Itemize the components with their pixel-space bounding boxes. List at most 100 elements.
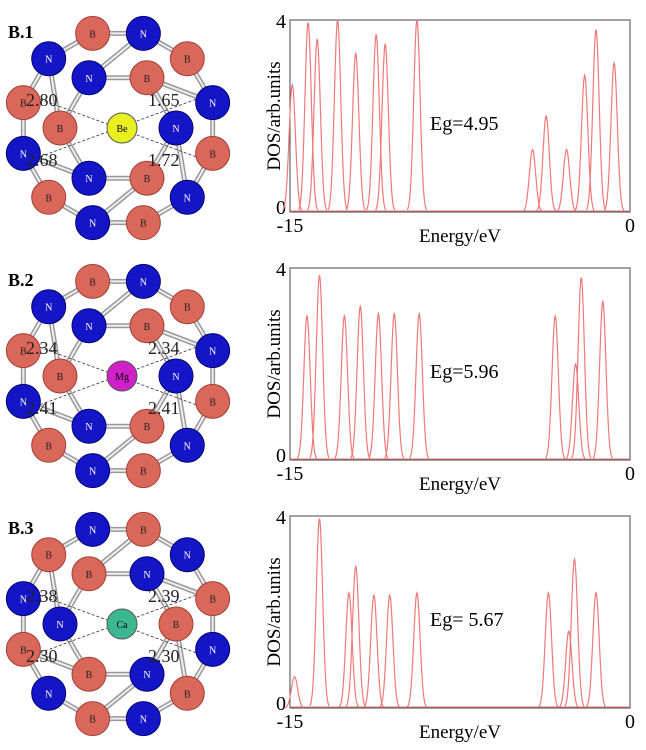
atom-label: N	[85, 74, 92, 85]
atom-label: N	[45, 55, 52, 66]
dos-peak	[546, 316, 565, 458]
atom-label: N	[172, 372, 179, 383]
center-atom-label: Be	[116, 124, 128, 135]
x-axis-label: Energy/eV	[419, 226, 501, 247]
dos-peak	[539, 593, 558, 707]
figure: B.1NBNBNBNBNBNBBNBNBNBe2.801.652.681.72B…	[0, 0, 646, 745]
distance-label: 2.80	[26, 90, 58, 110]
x-axis-label: Energy/eV	[419, 474, 501, 495]
x-tick-label: -15	[277, 463, 304, 485]
atom-label: B	[86, 670, 93, 681]
distance-label: 2.39	[148, 586, 180, 606]
dos-peak	[537, 116, 556, 211]
atom-label: N	[85, 422, 92, 433]
atom-label: B	[45, 551, 52, 562]
atom-label: N	[140, 29, 147, 40]
panel-label: B.1	[8, 22, 34, 42]
atom-label: N	[209, 645, 216, 656]
atom-label: N	[89, 525, 96, 536]
atom-label: B	[209, 595, 216, 606]
atom-label: B	[144, 322, 151, 333]
atom-label: N	[184, 441, 191, 452]
x-axis-label: Energy/eV	[419, 722, 501, 743]
atom-label: B	[144, 74, 151, 85]
dos-peak	[367, 34, 386, 210]
distance-label: 2.30	[148, 646, 180, 666]
atom-label: B	[140, 219, 147, 230]
atom-label: B	[89, 715, 96, 726]
distance-label: 1.72	[148, 150, 180, 170]
atom-label: N	[172, 124, 179, 135]
atom-label: B	[57, 372, 64, 383]
dos-peak	[335, 316, 354, 458]
atom-label: N	[45, 303, 52, 314]
y-axis-label: DOS/arb.units	[264, 557, 285, 666]
atom-label: N	[209, 99, 216, 110]
dos-peak	[586, 593, 605, 707]
atom-label: N	[184, 193, 191, 204]
atom-label: B	[144, 174, 151, 185]
atom-label: N	[209, 347, 216, 358]
dos-peak	[586, 30, 605, 210]
dos-peak	[310, 275, 329, 458]
y-tick-label: 4	[276, 259, 286, 281]
distance-label: 2.34	[26, 338, 58, 358]
atom-label: N	[140, 277, 147, 288]
atom-label: B	[45, 193, 52, 204]
y-tick-label: 4	[276, 507, 286, 529]
distance-label: 1.65	[148, 90, 180, 110]
atom-label: B	[45, 441, 52, 452]
dos-peak	[310, 518, 329, 705]
atom-label: B	[57, 124, 64, 135]
dos-peak	[557, 150, 576, 212]
annotation: Eg= 5.67	[430, 609, 504, 631]
dos-peak	[593, 302, 612, 459]
atom-label: N	[143, 570, 150, 581]
atom-label: N	[184, 551, 191, 562]
atom-label: B	[184, 55, 191, 66]
atom-label: B	[89, 29, 96, 40]
dos-peak	[283, 85, 302, 211]
dos-peak	[410, 314, 429, 459]
x-tick-label: -15	[277, 711, 304, 733]
annotation: Eg=5.96	[430, 361, 499, 383]
dos-peak	[351, 306, 370, 458]
atom-label: N	[85, 174, 92, 185]
dos-peak	[369, 314, 388, 459]
panel-label: B.2	[8, 270, 34, 290]
atom-label: N	[45, 689, 52, 700]
dos-peak	[385, 314, 404, 459]
dos-peak	[364, 595, 383, 707]
distance-label: 2.41	[148, 398, 180, 418]
atom-label: B	[144, 422, 151, 433]
atom-label: B	[209, 397, 216, 408]
dos-peak	[407, 20, 426, 210]
atom-label: N	[140, 715, 147, 726]
dos-peak	[407, 593, 426, 707]
atom-label: B	[184, 303, 191, 314]
dos-peak	[605, 63, 624, 210]
atom-label: B	[89, 277, 96, 288]
dos-peak	[346, 566, 365, 706]
atom-label: N	[89, 467, 96, 478]
annotation: Eg=4.95	[430, 113, 499, 135]
x-tick-label: 0	[625, 215, 635, 237]
atom-label: N	[56, 620, 63, 631]
dos-peak	[299, 22, 318, 209]
dos-peak	[297, 316, 316, 458]
atom-label: B	[140, 467, 147, 478]
atom-label: N	[85, 322, 92, 333]
distance-label: 2.34	[148, 338, 180, 358]
atom-label: N	[143, 670, 150, 681]
center-atom-label: Mg	[115, 372, 129, 383]
y-tick-label: 4	[276, 11, 286, 33]
x-tick-label: 0	[625, 463, 635, 485]
dos-peak	[346, 54, 365, 211]
center-atom-label: Ca	[116, 620, 128, 631]
distance-label: 2.30	[26, 646, 58, 666]
atom-label: B	[209, 149, 216, 160]
atom-label: N	[89, 219, 96, 230]
y-axis-label: DOS/arb.units	[264, 61, 285, 170]
x-tick-label: -15	[277, 215, 304, 237]
distance-label: 2.41	[26, 398, 58, 418]
